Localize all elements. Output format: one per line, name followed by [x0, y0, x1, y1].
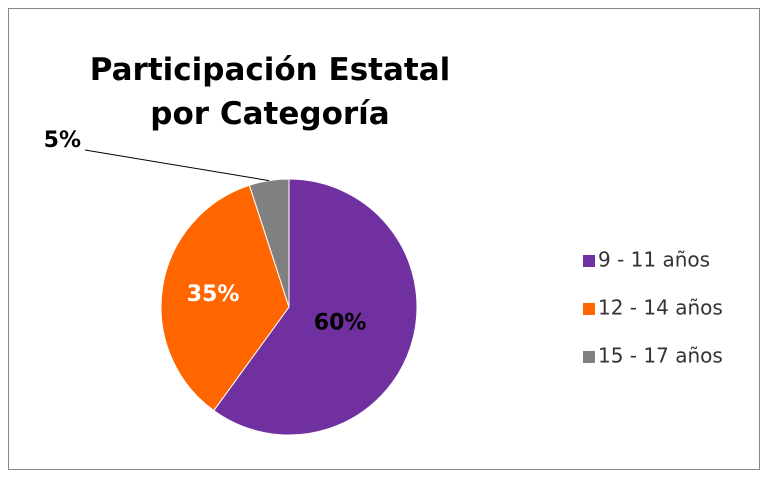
data-label: 5% [44, 128, 81, 153]
pie-slice [160, 184, 290, 412]
pie-slice [248, 178, 290, 308]
legend-swatch [583, 303, 595, 315]
legend-swatch [583, 351, 595, 363]
data-label: 35% [187, 282, 240, 307]
legend-label: 9 - 11 años [598, 248, 710, 272]
data-label: 60% [314, 311, 367, 336]
legend-label: 15 - 17 años [598, 344, 723, 368]
leader-line [84, 149, 270, 182]
pie-slice [213, 178, 418, 436]
legend-label: 12 - 14 años [598, 296, 723, 320]
chart-title: Participación Estatal por Categoría [89, 52, 451, 132]
legend-swatch [583, 255, 595, 267]
